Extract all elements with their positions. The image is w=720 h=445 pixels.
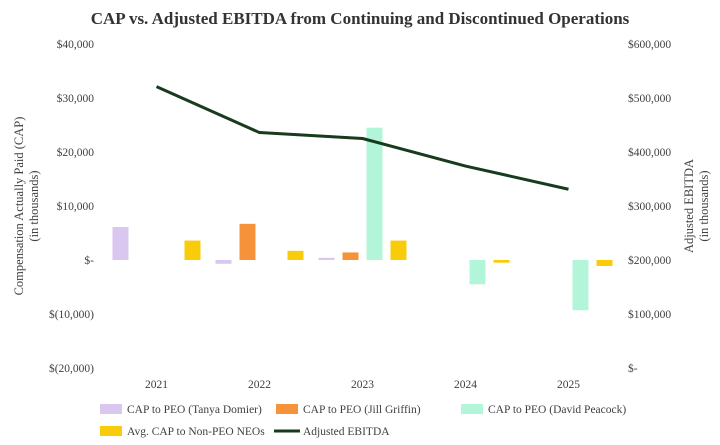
bar: [493, 260, 510, 263]
x-tick-label: 2022: [248, 379, 271, 391]
legend-label: CAP to PEO (Tanya Domier): [127, 404, 262, 416]
left-tick-label: $(10,000): [49, 308, 94, 321]
right-tick-label: $200,000: [628, 254, 671, 267]
bar-series: [112, 127, 613, 311]
legend-label: CAP to PEO (David Peacock): [488, 404, 626, 416]
legend-swatch: [276, 404, 298, 414]
left-axis-ticks: $40,000 $30,000 $20,000 $10,000 $- $(10,000) $…: [49, 38, 94, 375]
right-tick-label: $600,000: [628, 38, 671, 51]
line-series: [155, 85, 569, 191]
left-tick-label: $20,000: [57, 146, 95, 159]
left-axis-title: Compensation Actually Paid (CAP): [12, 117, 26, 296]
right-tick-label: $500,000: [628, 92, 671, 105]
right-axis-title: (in thousands): [697, 170, 711, 241]
right-axis-ticks: $600,000 $500,000 $400,000 $300,000 $200,000…: [628, 38, 671, 375]
bar: [215, 260, 232, 264]
bar: [184, 240, 201, 260]
right-tick-label: $400,000: [628, 146, 671, 159]
x-tick-label: 2025: [557, 379, 580, 391]
bar: [572, 260, 589, 311]
right-axis-title: Adjusted EBITDA: [682, 159, 696, 253]
legend-swatch: [461, 404, 483, 414]
bar: [287, 250, 304, 260]
x-axis-ticks: 2021 2022 2023 2024 2025: [145, 379, 580, 391]
left-axis-label: Compensation Actually Paid (CAP) (in thou…: [12, 117, 41, 296]
legend-label: CAP to PEO (Jill Griffin): [303, 404, 421, 416]
bar: [596, 260, 613, 266]
bar: [390, 240, 407, 260]
left-tick-label: $30,000: [57, 92, 95, 105]
legend-swatch: [100, 404, 122, 414]
legend-swatch: [100, 426, 122, 436]
bar: [112, 227, 129, 260]
left-tick-label: $(20,000): [49, 362, 94, 375]
left-tick-label: $-: [84, 254, 94, 267]
right-tick-label: $-: [628, 362, 638, 375]
line-adjusted-ebitda: [155, 85, 569, 191]
bar: [469, 260, 486, 285]
left-tick-label: $40,000: [57, 38, 95, 51]
right-axis-label: Adjusted EBITDA (in thousands): [682, 159, 711, 253]
bar: [239, 223, 256, 260]
bar: [318, 257, 335, 260]
x-tick-label: 2023: [351, 379, 374, 391]
bar: [342, 252, 359, 260]
left-tick-label: $10,000: [57, 200, 95, 213]
x-tick-label: 2021: [145, 379, 168, 391]
legend-label: Avg. CAP to Non-PEO NEOs: [127, 426, 265, 438]
legend-label: Adjusted EBITDA: [303, 426, 390, 438]
left-axis-title: (in thousands): [27, 170, 41, 241]
chart-title: CAP vs. Adjusted EBITDA from Continuing …: [91, 9, 630, 28]
legend: CAP to PEO (Tanya Domier) CAP to PEO (Jil…: [100, 404, 626, 438]
right-tick-label: $300,000: [628, 200, 671, 213]
bar: [366, 127, 383, 260]
x-tick-label: 2024: [454, 379, 477, 391]
right-tick-label: $100,000: [628, 308, 671, 321]
